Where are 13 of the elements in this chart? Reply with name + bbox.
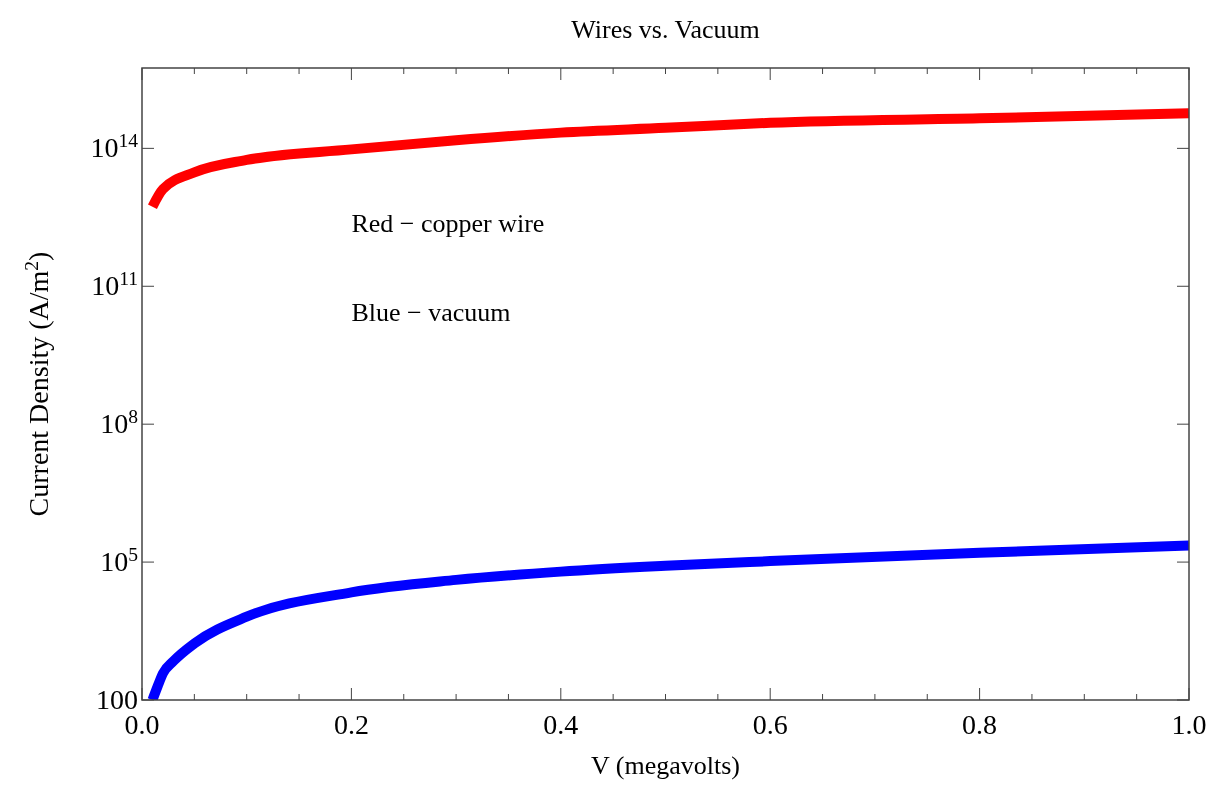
y-tick-label: 10$^{8}$ bbox=[100, 405, 139, 440]
y-tick-label: 10$^{11}$ bbox=[91, 267, 138, 302]
x-tick-label: 0.4 bbox=[543, 709, 579, 740]
x-tick-label: 0.2 bbox=[333, 709, 369, 740]
y-tick-label: 10$^{5}$ bbox=[100, 543, 139, 578]
x-tick-label: 1.0 bbox=[1171, 709, 1207, 740]
x-tick-label: 0.6 bbox=[752, 709, 788, 740]
y-tick-label: 10$^{14}$ bbox=[90, 129, 139, 164]
chart-title: Wires vs. Vacuum bbox=[571, 15, 760, 44]
annotation: Red − copper wire bbox=[351, 209, 545, 239]
annotation: Blue − vacuum bbox=[351, 297, 511, 327]
x-axis-title: V (megavolts) bbox=[591, 751, 740, 780]
x-tick-label: 0.8 bbox=[962, 709, 998, 740]
